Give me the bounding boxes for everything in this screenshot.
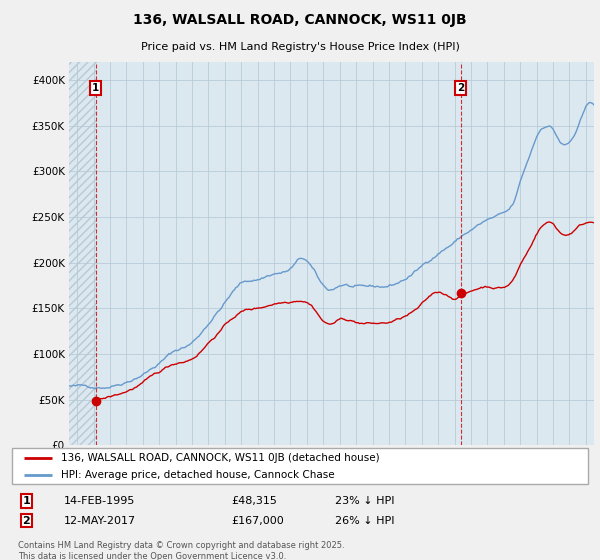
Text: 1: 1	[92, 83, 99, 93]
Text: 23% ↓ HPI: 23% ↓ HPI	[335, 496, 394, 506]
Text: 2: 2	[457, 83, 464, 93]
Text: £167,000: £167,000	[231, 516, 284, 526]
Text: 2: 2	[23, 516, 30, 526]
Text: 14-FEB-1995: 14-FEB-1995	[64, 496, 135, 506]
Text: 12-MAY-2017: 12-MAY-2017	[64, 516, 136, 526]
Text: 136, WALSALL ROAD, CANNOCK, WS11 0JB (detached house): 136, WALSALL ROAD, CANNOCK, WS11 0JB (de…	[61, 453, 380, 463]
Text: 26% ↓ HPI: 26% ↓ HPI	[335, 516, 394, 526]
FancyBboxPatch shape	[12, 448, 588, 484]
Text: 136, WALSALL ROAD, CANNOCK, WS11 0JB: 136, WALSALL ROAD, CANNOCK, WS11 0JB	[133, 13, 467, 27]
Text: 1: 1	[23, 496, 30, 506]
Text: HPI: Average price, detached house, Cannock Chase: HPI: Average price, detached house, Cann…	[61, 470, 335, 480]
Bar	[69, 62, 95, 445]
Text: Contains HM Land Registry data © Crown copyright and database right 2025.
This d: Contains HM Land Registry data © Crown c…	[18, 542, 344, 560]
Text: Price paid vs. HM Land Registry's House Price Index (HPI): Price paid vs. HM Land Registry's House …	[140, 43, 460, 52]
Text: £48,315: £48,315	[231, 496, 277, 506]
